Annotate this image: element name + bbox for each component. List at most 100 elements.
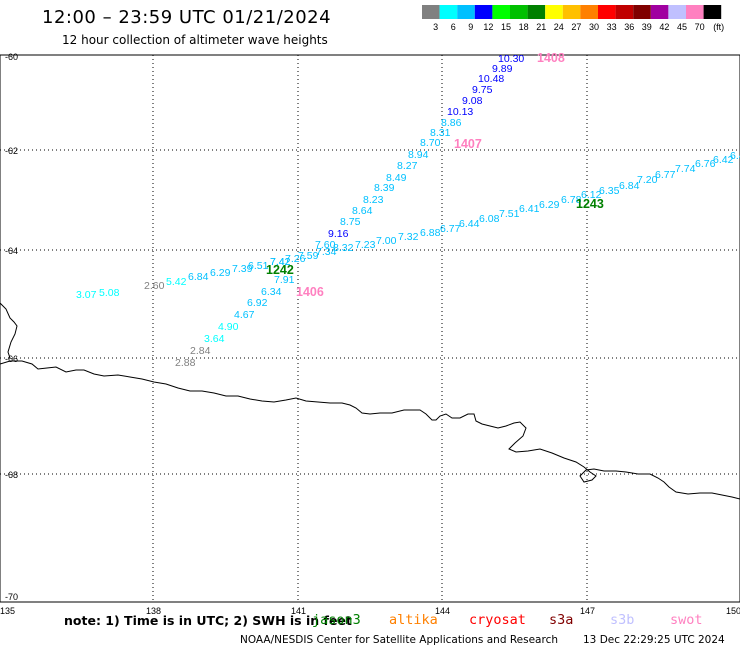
scale-swatch [439, 5, 458, 19]
wave-height-label: 6.84 [188, 271, 209, 283]
wave-height-label: 3.07 [76, 289, 97, 301]
wave-height-label: 8.27 [397, 160, 418, 172]
scale-swatch [598, 5, 616, 19]
wave-height-label: 5.42 [166, 276, 187, 288]
wave-height-label: 2.84 [190, 345, 211, 357]
wave-height-label: 6.88 [420, 227, 441, 239]
wave-height-label: 6.51 [248, 260, 269, 272]
wave-height-label: 9.89 [492, 63, 513, 75]
lon-label-147: 147 [580, 606, 595, 616]
lat-label-62: -62 [5, 146, 18, 156]
scale-swatch [492, 5, 510, 19]
wave-height-label: 7.60 [315, 239, 336, 251]
lon-label-135: 135 [0, 606, 15, 616]
wave-height-label: 8.86 [441, 117, 462, 129]
wave-height-label: 6.42 [713, 154, 734, 166]
page-title: 12:00 – 23:59 UTC 01/21/2024 [42, 7, 332, 28]
wave-height-label: 6.77 [655, 169, 676, 181]
wave-height-label: 2.88 [175, 357, 196, 369]
wave-height-label: 6.76 [695, 158, 716, 170]
scale-label: 33 [607, 22, 617, 32]
sat-jason3: jason3 [312, 612, 361, 628]
wave-height-label: 7.32 [398, 231, 419, 243]
scale-label: 27 [571, 22, 581, 32]
footer-credit: NOAA/NESDIS Center for Satellite Applica… [240, 634, 558, 646]
scale-swatch [562, 5, 581, 19]
wave-height-label: 9.16 [328, 228, 349, 240]
coastline [0, 302, 740, 500]
wave-height-label: 6.41 [519, 203, 540, 215]
wave-height-label: 4.67 [234, 309, 255, 321]
wave-height-label: 7.59 [298, 250, 319, 262]
lon-label-138: 138 [146, 606, 161, 616]
scale-label: 15 [501, 22, 511, 32]
wave-height-label: 7.23 [355, 239, 376, 251]
pass-number-label: 1406 [296, 285, 324, 299]
wave-height-label: 6.92 [247, 297, 268, 309]
pass-number-label: 1242 [266, 263, 294, 277]
footer-note: note: 1) Time is in UTC; 2) SWH is in fe… [64, 613, 352, 628]
wave-height-label: 7.42 [270, 256, 291, 268]
scale-swatch [474, 5, 493, 19]
wave-height-label: 6.44 [459, 218, 480, 230]
scale-swatch [668, 5, 686, 19]
lon-label-141: 141 [291, 606, 306, 616]
wave-height-label: 6.77 [440, 223, 461, 235]
scale-label: 18 [519, 22, 529, 32]
wave-height-label: 4.90 [218, 321, 239, 333]
scale-swatch [703, 5, 722, 19]
wave-height-label: 6.29 [539, 199, 560, 211]
scale-label: 39 [642, 22, 652, 32]
wave-height-label: 8.31 [430, 127, 451, 139]
wave-height-label: 7.20 [637, 174, 658, 186]
wave-height-label: 10.13 [447, 106, 473, 118]
sat-swot: swot [670, 612, 703, 628]
scale-label: (ft) [713, 22, 724, 32]
wave-height-label: 7.74 [675, 163, 696, 175]
lat-label-68: -68 [5, 470, 18, 480]
scale-label: 6 [451, 22, 456, 32]
wave-height-label: 6.35 [599, 185, 620, 197]
wave-height-label: 7.26 [285, 253, 306, 265]
sat-s3b: s3b [610, 612, 635, 628]
wave-height-label: 6.29 [210, 267, 231, 279]
scale-swatch [510, 5, 528, 19]
lat-label-64: -64 [5, 246, 18, 256]
track-1243-labels: 3.07 5.082.60 5.42 6.84 6.29 7.396.51 7.427.26… [76, 150, 740, 301]
wave-height-label: 8.94 [408, 149, 429, 161]
wave-height-label: 7.00 [376, 235, 397, 247]
scale-label: 24 [554, 22, 564, 32]
scale-swatch [686, 5, 704, 19]
wave-height-label: 7.39 [232, 263, 253, 275]
wave-height-label: 2.60 [144, 280, 165, 292]
scale-label: 45 [677, 22, 687, 32]
wave-height-label: 10.30 [498, 53, 524, 65]
wave-height-label: 8.75 [340, 216, 361, 228]
lat-label-60: -60 [5, 52, 18, 62]
wave-height-label: 8.49 [386, 172, 407, 184]
scale-label: 3 [433, 22, 438, 32]
scale-swatch [615, 5, 634, 19]
pass-number-label: 1408 [537, 51, 565, 65]
lat-label-66: -66 [5, 354, 18, 364]
footer-timestamp: 13 Dec 22:29:25 UTC 2024 [583, 634, 725, 646]
lon-label-150: 150 [726, 606, 740, 616]
pass-labels: 1408 1407 1406 1243 1242 [266, 51, 604, 299]
page-subtitle: 12 hour collection of altimeter wave hei… [62, 33, 328, 47]
scale-label: 12 [483, 22, 493, 32]
color-scale-legend: 3 6 9 12 15 18 21 24 27 30 33 36 39 42 45 70 (ft) [422, 5, 724, 32]
wave-height-label: 6.12 [581, 189, 602, 201]
scale-swatch [422, 5, 440, 19]
scale-swatch [580, 5, 598, 19]
sat-cryosat: cryosat [469, 612, 526, 628]
scale-swatch [650, 5, 669, 19]
wave-height-label: 8.23 [363, 194, 384, 206]
map-frame [0, 54, 740, 603]
wave-height-label: 8.64 [352, 205, 373, 217]
wave-height-label: 8.32 [333, 242, 354, 254]
wave-height-label: 6.08 [479, 213, 500, 225]
wave-height-label: 6.4 [730, 150, 740, 162]
wave-height-label: 7.91 [274, 274, 295, 286]
